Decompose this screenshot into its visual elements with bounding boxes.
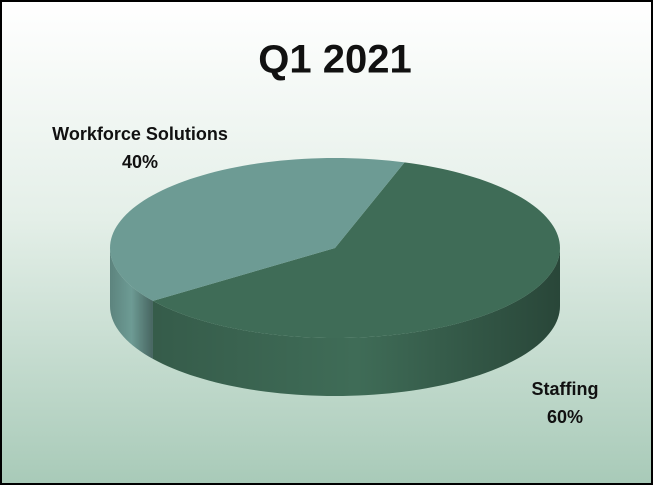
pie-side-shade — [152, 248, 560, 396]
pie-side-shade — [110, 248, 153, 359]
data-label-value: 40% — [122, 152, 158, 172]
data-label-value: 60% — [547, 407, 583, 427]
data-label-name: Workforce Solutions — [52, 124, 228, 144]
data-label-name: Staffing — [532, 379, 599, 399]
pie-slice — [152, 162, 560, 338]
chart-title: Q1 2021 — [258, 38, 411, 82]
pie-slice — [110, 158, 405, 301]
